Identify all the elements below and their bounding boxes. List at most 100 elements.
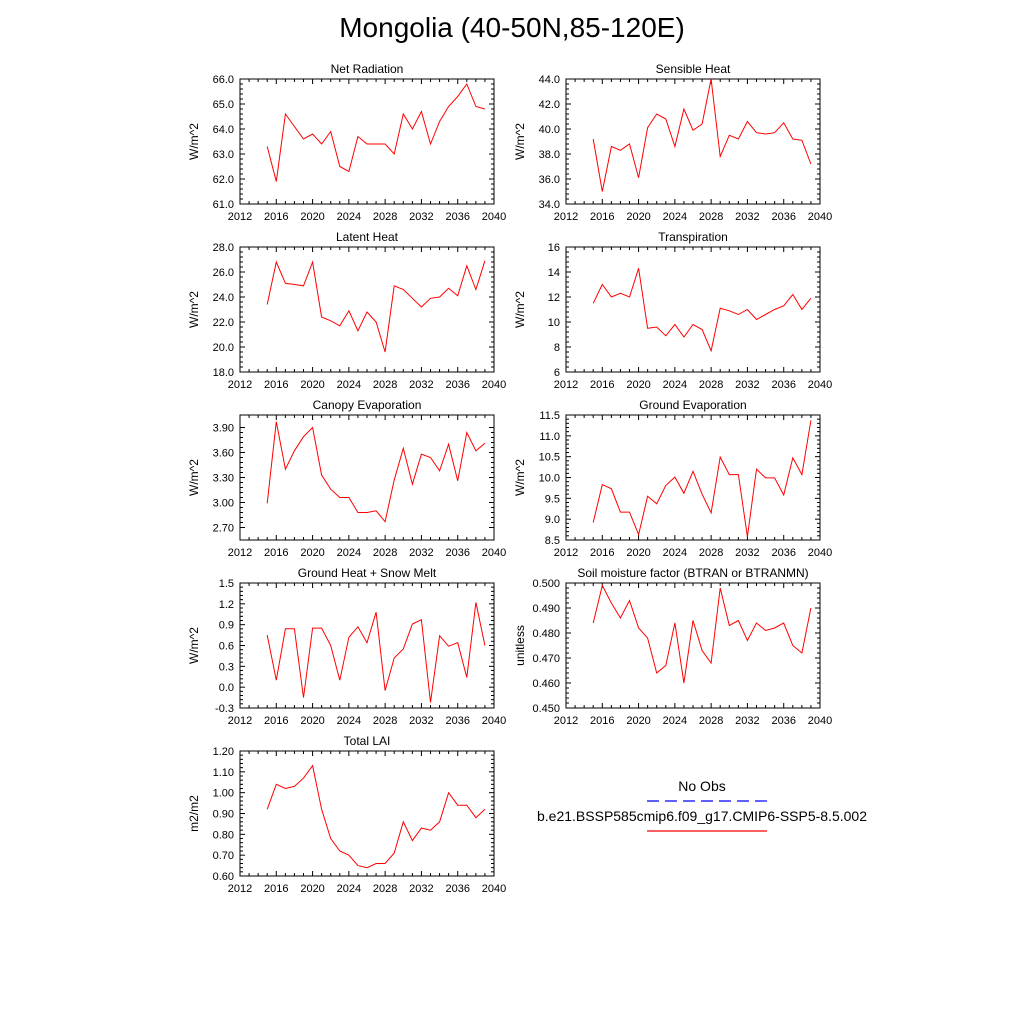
y-tick-label: 0.490 [532,603,560,615]
panel-2: Sensible Heat W/m^2 2012 2016 2020 2024 2028 20… [513,62,832,223]
x-tick-label: 2032 [409,547,433,559]
x-tick-label: 2024 [337,547,361,559]
series-line [592,78,812,192]
x-tick-label: 2028 [699,547,723,559]
y-axis-label: W/m^2 [513,123,527,160]
x-tick-label: 2028 [699,379,723,391]
x-tick-label: 2040 [482,715,506,727]
y-axis-label: W/m^2 [513,291,527,328]
x-tick-label: 2020 [300,547,324,559]
panel-1: Net Radiation W/m^2 2012 2016 2020 2024 2028 20… [187,62,506,223]
x-tick-label: 2016 [264,547,288,559]
x-tick-label: 2016 [264,211,288,223]
x-tick-label: 2020 [626,547,650,559]
y-tick-label: -0.3 [215,703,234,715]
x-tick-label: 2028 [699,715,723,727]
y-tick-label: 11.5 [539,410,560,422]
x-tick-label: 2036 [445,379,469,391]
y-tick-label: 0.480 [532,628,560,640]
y-tick-label: 8.5 [545,535,560,547]
x-tick-label: 2036 [445,883,469,895]
panel-frame [565,414,821,541]
x-tick-label: 2036 [445,547,469,559]
y-tick-label: 18.0 [213,367,234,379]
series-line [266,82,486,182]
x-tick-label: 2036 [771,547,795,559]
x-tick-label: 2020 [300,883,324,895]
y-tick-label: 8 [554,342,560,354]
y-tick-label: 3.30 [213,473,234,485]
y-tick-label: 2.70 [213,523,234,535]
x-tick-label: 2032 [735,715,759,727]
x-tick-label: 2012 [228,547,252,559]
x-tick-label: 2016 [590,211,614,223]
y-tick-label: 9.5 [545,493,560,505]
y-tick-label: 12 [548,292,560,304]
x-tick-label: 2012 [554,547,578,559]
panel-title: Latent Heat [336,230,399,244]
y-tick-label: 40.0 [539,124,560,136]
figure-title: Mongolia (40-50N,85-120E) [339,12,685,43]
y-tick-label: 0.60 [213,871,234,883]
x-tick-label: 2032 [409,379,433,391]
panel-title: Transpiration [658,230,728,244]
panel-frame [239,582,495,709]
y-tick-label: 16 [548,242,560,254]
x-tick-label: 2020 [626,211,650,223]
x-tick-label: 2024 [337,715,361,727]
y-tick-label: 6 [554,367,560,379]
panel-8: Soil moisture factor (BTRAN or BTRANMN) u… [513,566,832,727]
y-tick-label: 0.90 [213,809,234,821]
x-tick-label: 2020 [626,715,650,727]
y-axis-label: W/m^2 [187,123,201,160]
x-tick-label: 2028 [699,211,723,223]
y-tick-label: 1.5 [219,578,234,590]
x-tick-label: 2024 [337,379,361,391]
x-tick-label: 2040 [482,379,506,391]
y-tick-label: 0.80 [213,829,234,841]
x-tick-label: 2020 [300,211,324,223]
x-tick-label: 2040 [808,379,832,391]
y-tick-label: 0.450 [532,703,560,715]
y-tick-label: 1.10 [213,767,234,779]
series-line [592,584,812,684]
x-tick-label: 2020 [300,715,324,727]
y-tick-label: 0.6 [219,641,234,653]
y-tick-label: 3.00 [213,498,234,510]
y-tick-label: 10 [548,317,560,329]
panel-title: Soil moisture factor (BTRAN or BTRANMN) [577,566,808,580]
x-tick-label: 2012 [554,379,578,391]
y-tick-label: 64.0 [213,124,234,136]
panel-title: Ground Evaporation [639,398,746,412]
y-tick-label: 24.0 [213,292,234,304]
x-tick-label: 2036 [445,211,469,223]
y-axis-label: m2/m2 [187,795,201,832]
legend-model-line [647,830,767,832]
y-axis-label: W/m^2 [187,627,201,664]
y-tick-label: 0.460 [532,678,560,690]
y-tick-label: 3.90 [213,423,234,435]
x-tick-label: 2020 [626,379,650,391]
y-tick-label: 0.500 [532,578,560,590]
x-tick-label: 2016 [590,547,614,559]
x-tick-label: 2020 [300,379,324,391]
x-tick-label: 2040 [808,547,832,559]
y-tick-label: 1.2 [219,599,234,611]
x-tick-label: 2040 [482,211,506,223]
x-tick-label: 2036 [771,211,795,223]
x-tick-label: 2024 [337,883,361,895]
x-tick-label: 2012 [228,379,252,391]
x-tick-label: 2040 [482,547,506,559]
x-tick-label: 2032 [409,883,433,895]
y-tick-label: 1.20 [213,746,234,758]
x-tick-label: 2028 [373,379,397,391]
y-tick-label: 66.0 [213,74,234,86]
x-tick-label: 2028 [373,715,397,727]
panel-frame [239,750,495,877]
y-tick-label: 28.0 [213,242,234,254]
legend-model-label: b.e21.BSSP585cmip6.f09_g17.CMIP6-SSP5-8.… [537,808,867,824]
x-tick-label: 2016 [264,715,288,727]
series-line [592,268,812,353]
panel-6: Ground Evaporation W/m^2 2012 2016 2020 2024 2… [513,398,832,559]
